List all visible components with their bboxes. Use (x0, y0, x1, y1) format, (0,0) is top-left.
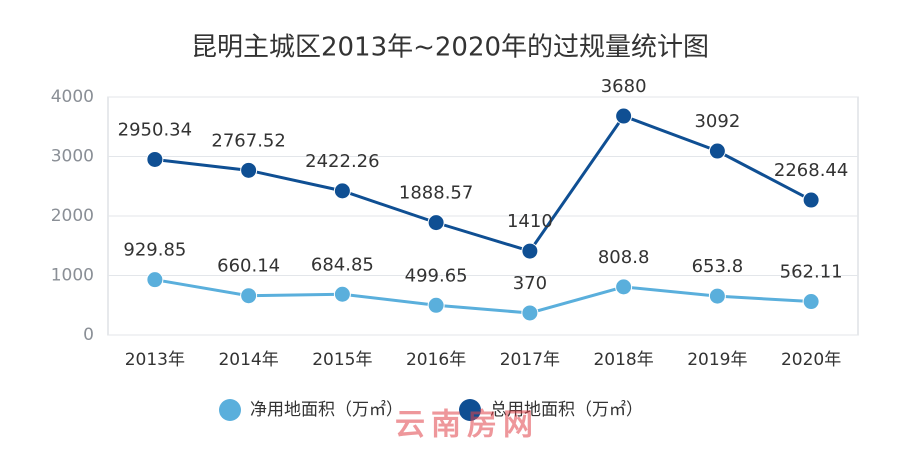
point (333, 285, 351, 303)
point (240, 287, 258, 305)
x-tick-label: 2014年 (218, 350, 278, 370)
chart-title: 昆明主城区2013年~2020年的过规量统计图 (191, 33, 709, 63)
data-label: 1410 (507, 211, 553, 232)
point (708, 287, 726, 305)
data-label: 660.14 (217, 256, 280, 277)
point (802, 191, 820, 209)
data-label: 370 (513, 273, 547, 294)
x-tick-label: 2018年 (593, 350, 653, 370)
data-label: 1888.57 (399, 183, 473, 204)
y-tick-label: 0 (83, 325, 94, 345)
point (708, 142, 726, 160)
data-label: 2950.34 (118, 119, 192, 140)
data-label: 2422.26 (305, 151, 379, 172)
x-tick-label: 2020年 (781, 350, 841, 370)
data-label: 3680 (601, 76, 647, 97)
legend-label: 总用地面积（万㎡） (490, 400, 643, 420)
x-tick-label: 2019年 (687, 350, 747, 370)
point (802, 293, 820, 311)
data-label: 499.65 (405, 265, 468, 286)
x-tick-label: 2016年 (406, 350, 466, 370)
x-tick-label: 2017年 (500, 350, 560, 370)
legend-marker (459, 399, 481, 421)
x-tick-label: 2013年 (125, 350, 185, 370)
x-tick-label: 2015年 (312, 350, 372, 370)
data-label: 929.85 (123, 240, 186, 261)
legend-label: 净用地面积（万㎡） (250, 400, 403, 420)
data-label: 562.11 (780, 262, 843, 283)
data-label: 808.8 (598, 247, 650, 268)
series-line (154, 114, 812, 253)
point (521, 304, 539, 322)
point (240, 161, 258, 179)
y-tick-label: 3000 (51, 147, 94, 167)
watermark: 云南房网 (395, 408, 539, 443)
point (427, 296, 445, 314)
data-label: 653.8 (692, 256, 744, 277)
point (146, 271, 164, 289)
point (333, 182, 351, 200)
data-label: 684.85 (311, 254, 374, 275)
point (146, 150, 164, 168)
y-tick-label: 2000 (51, 206, 94, 226)
y-tick-label: 1000 (51, 266, 94, 286)
data-label: 3092 (694, 111, 740, 132)
y-tick-label: 4000 (51, 87, 94, 107)
point (427, 214, 445, 232)
point (615, 278, 633, 296)
data-label: 2767.52 (211, 130, 285, 151)
series-line (154, 278, 812, 315)
point (521, 242, 539, 260)
point (615, 107, 633, 125)
legend-marker (219, 399, 241, 421)
data-label: 2268.44 (774, 160, 848, 181)
